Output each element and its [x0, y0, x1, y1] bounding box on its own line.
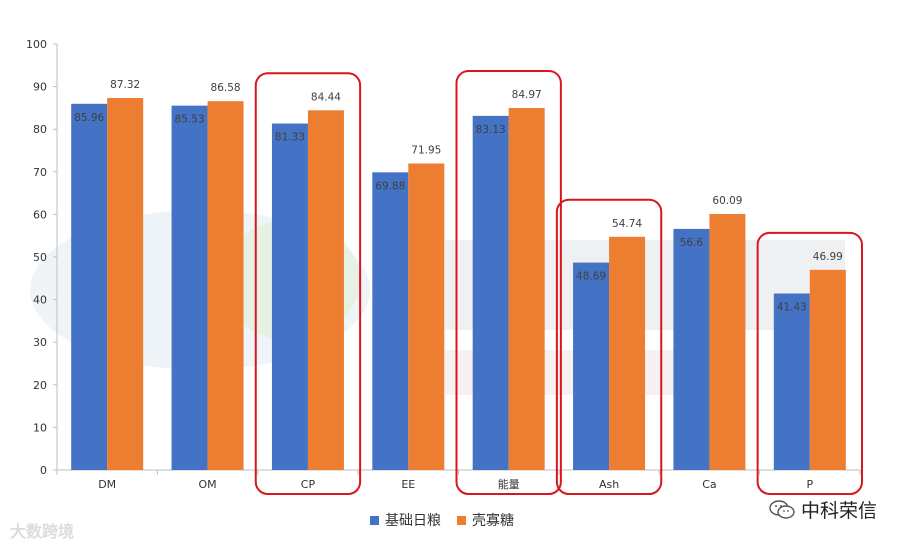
- x-tick-label: Ca: [702, 478, 716, 491]
- watermark-left-text: 大数跨境: [10, 522, 75, 541]
- x-tick-label: Ash: [599, 478, 619, 491]
- bar: [809, 269, 846, 470]
- bar: [609, 236, 646, 470]
- wechat-icon: [769, 499, 795, 519]
- y-tick-label: 40: [33, 294, 47, 307]
- y-tick-label: 10: [33, 421, 47, 434]
- y-tick-label: 30: [33, 336, 47, 349]
- data-label: 81.33: [275, 132, 305, 144]
- data-label: 84.44: [311, 91, 341, 103]
- data-label: 54.74: [612, 218, 642, 230]
- brand-logo: 中科荣信: [769, 496, 877, 523]
- legend: 基础日粮 壳寡糖: [370, 510, 514, 530]
- y-tick-label: 80: [33, 123, 47, 136]
- highlight-box: [455, 70, 562, 495]
- legend-swatch-series-1: [370, 515, 379, 525]
- x-tick-label: OM: [198, 478, 216, 491]
- y-tick-label: 100: [26, 38, 47, 51]
- bar: [207, 101, 244, 471]
- legend-label-series-1: 基础日粮: [385, 513, 441, 529]
- data-label: 46.99: [813, 251, 843, 263]
- watermark-left: 大数跨境: [10, 518, 74, 542]
- data-label: 86.58: [211, 82, 241, 94]
- x-tick-label: DM: [98, 478, 116, 491]
- y-tick-label: 70: [33, 166, 47, 179]
- bar: [307, 110, 344, 471]
- data-label: 87.32: [110, 79, 140, 91]
- bar: [372, 172, 409, 470]
- data-label: 83.13: [476, 124, 506, 136]
- data-label: 85.96: [74, 112, 104, 124]
- bar: [508, 108, 545, 470]
- y-tick-label: 90: [33, 81, 47, 94]
- y-tick-label: 60: [33, 208, 47, 221]
- data-label: 69.88: [375, 180, 405, 192]
- data-label: 48.69: [576, 271, 606, 283]
- highlight-box: [756, 231, 863, 495]
- data-label: 56.6: [680, 237, 704, 249]
- legend-label-series-2: 壳寡糖: [472, 513, 514, 529]
- bar: [107, 98, 144, 471]
- legend-item-series-2: 壳寡糖: [457, 510, 514, 530]
- brand-name: 中科荣信: [800, 500, 877, 522]
- legend-swatch-series-2: [457, 515, 466, 525]
- y-tick-label: 50: [33, 251, 47, 264]
- data-label: 85.53: [175, 114, 205, 126]
- data-labels: 85.96 87.32 85.53 86.58 81.33 84.44 69.88 71.95…: [74, 79, 843, 313]
- bar: [408, 163, 445, 471]
- bar: [673, 228, 710, 470]
- bar: [773, 293, 810, 470]
- bar: [71, 103, 108, 471]
- x-tick-label: 能量: [498, 477, 520, 491]
- bar: [472, 115, 509, 470]
- data-label: 60.09: [712, 195, 742, 207]
- x-tick-label: EE: [401, 478, 415, 491]
- data-label: 84.97: [512, 89, 542, 101]
- data-label: 41.43: [777, 302, 807, 314]
- legend-item-series-1: 基础日粮: [370, 510, 441, 530]
- highlight-boxes: [254, 70, 863, 496]
- x-tick-label: P: [806, 478, 813, 491]
- data-label: 71.95: [411, 144, 441, 156]
- bars: [71, 98, 846, 471]
- bar: [271, 123, 308, 470]
- bar: [171, 105, 208, 470]
- bar: [709, 214, 746, 470]
- x-tick-label: CP: [301, 478, 316, 491]
- highlight-box: [555, 198, 663, 496]
- highlight-box: [254, 72, 362, 495]
- bar: [573, 262, 610, 470]
- y-tick-label: 0: [40, 464, 47, 477]
- y-tick-label: 20: [33, 379, 47, 392]
